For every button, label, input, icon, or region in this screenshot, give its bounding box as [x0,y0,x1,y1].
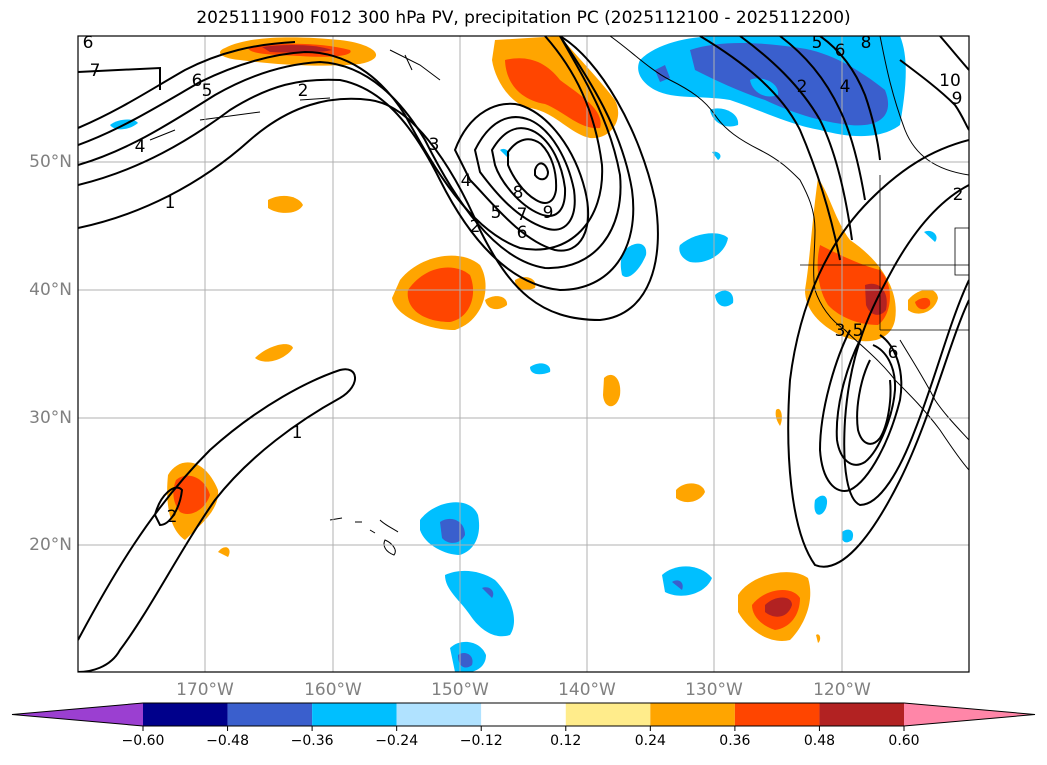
contour-label: 5 [853,321,864,341]
contour-label: 6 [192,71,203,91]
lat-label-20n: 20°N [29,535,72,555]
lon-label-170w: 170°W [176,680,234,700]
colorbar-segment [312,703,397,726]
contour-label: 4 [840,77,851,97]
contour-label: 3 [835,321,846,341]
contour-label: 2 [298,81,309,101]
contour-label: 3 [429,135,440,155]
contour-label: 5 [491,203,502,223]
colorbar-tick-label: −0.12 [459,733,503,749]
contour-label: 6 [83,33,94,53]
lat-label-50n: 50°N [29,152,72,172]
contour-label: 10 [939,71,961,91]
colorbar-segment [650,703,735,726]
contour-label: 5 [812,33,823,53]
contour-label: 1 [292,423,303,443]
lon-label-150w: 150°W [431,680,489,700]
contour-label: 2 [470,217,481,237]
lon-label-130w: 130°W [685,680,743,700]
map-title: 2025111900 F012 300 hPa PV, precipitatio… [196,8,851,28]
contour-label: 2 [797,77,808,97]
colorbar-extend-max [904,703,1035,726]
contour-label: 4 [461,171,472,191]
colorbar-extend-min [12,703,143,726]
pv-contours [78,36,969,672]
precip-positive-anomalies [167,36,938,643]
colorbar-tick-label: −0.60 [121,733,165,749]
contour-label: 1 [165,193,176,213]
contour-label: 2 [167,507,178,527]
colorbar-tick-label: −0.36 [290,733,334,749]
contour-label: 7 [517,205,528,225]
contour-label: 8 [513,183,524,203]
lon-label-120w: 120°W [813,680,871,700]
colorbar-tick-label: 0.12 [550,733,582,749]
lat-label-30n: 30°N [29,408,72,428]
colorbar-tick-label: 0.24 [634,733,666,749]
colorbar-segment [565,703,651,726]
contour-label: 9 [543,203,554,223]
gridlines [78,36,969,672]
colorbar-segment [396,703,482,726]
colorbar-tick-label: 0.48 [803,733,836,749]
contour-label: 6 [888,343,899,363]
contour-label: 2 [953,185,964,205]
map-content: 6 7 6 5 4 1 2 3 4 5 6 7 8 9 2 1 2 5 6 8 … [78,33,969,672]
colorbar-segment [819,703,904,726]
lon-label-140w: 140°W [558,680,616,700]
colorbar-segment [227,703,313,726]
contour-label: 6 [517,223,528,243]
lat-label-40n: 40°N [29,280,72,300]
colorbar-tick-label: −0.24 [375,733,419,749]
lon-label-160w: 160°W [304,680,362,700]
colorbar-segment [481,703,566,726]
contour-label: 5 [202,81,213,101]
colorbar [11,702,1036,731]
colorbar-tick-label: −0.48 [206,733,249,749]
colorbar-segment [143,703,228,726]
colorbar-segment [734,703,820,726]
colorbar-tick-label: 0.60 [888,733,920,749]
contour-label: 8 [861,33,872,53]
contour-label: 7 [90,61,101,81]
contour-label: 6 [835,41,846,61]
contour-label: 4 [135,137,146,157]
map-frame [77,35,970,673]
coastlines [149,36,969,556]
contour-label: 9 [952,89,963,109]
colorbar-tick-label: 0.36 [719,733,751,749]
contour-labels: 6 7 6 5 4 1 2 3 4 5 6 7 8 9 2 1 2 5 6 8 … [83,33,964,527]
